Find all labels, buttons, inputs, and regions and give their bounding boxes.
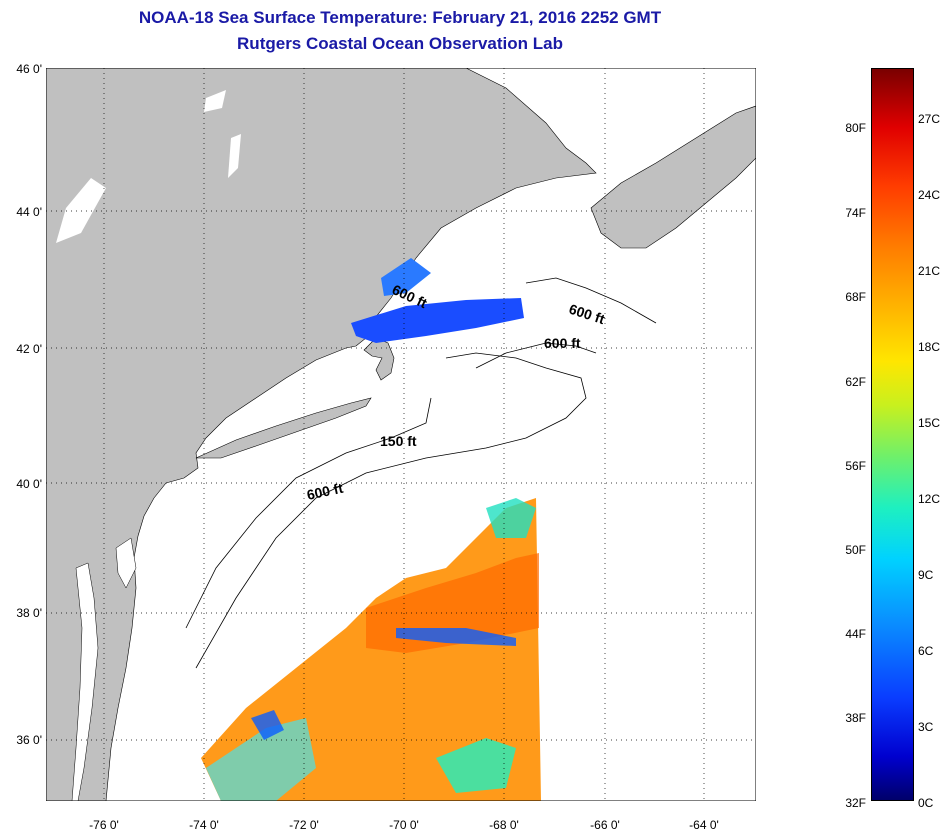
- lat-label: 38 0': [16, 606, 42, 620]
- colorbar-label-c: 12C: [918, 492, 941, 506]
- colorbar-label-f: 62F: [845, 375, 866, 389]
- colorbar-label-f: 38F: [845, 711, 866, 725]
- colorbar-label-f: 32F: [845, 796, 866, 810]
- sst-patch-south-cool: [486, 498, 536, 538]
- colorbar-label-c: 0C: [918, 796, 934, 810]
- contour-150ft: [185, 397, 432, 629]
- sst-patch-south-cool: [206, 718, 316, 801]
- lon-label: -64 0': [689, 818, 719, 832]
- lon-label: -66 0': [590, 818, 620, 832]
- lat-label: 36 0': [16, 733, 42, 747]
- colorbar-label-c: 21C: [918, 264, 941, 278]
- lon-label: -72 0': [289, 818, 319, 832]
- colorbar-label-c: 9C: [918, 568, 934, 582]
- colorbar-label-f: 44F: [845, 627, 866, 641]
- lon-label: -68 0': [489, 818, 519, 832]
- lat-label: 44 0': [16, 205, 42, 219]
- contour-600ft: [195, 352, 587, 669]
- land-lake: [56, 178, 106, 243]
- colorbar-label-c: 3C: [918, 720, 934, 734]
- contour-label: 150 ft: [380, 433, 417, 449]
- land-lake: [204, 90, 226, 112]
- sst-patch-south-cool: [396, 628, 516, 646]
- colorbar-label-f: 68F: [845, 290, 866, 304]
- map-subtitle: Rutgers Coastal Ocean Observation Lab: [237, 34, 563, 53]
- sst-patch-south-cool: [436, 738, 516, 793]
- lon-label: -76 0': [89, 818, 119, 832]
- land-long-island: [195, 397, 372, 459]
- water-delaware-bay: [115, 537, 137, 589]
- colorbar-label-f: 50F: [845, 543, 866, 557]
- lat-label: 40 0': [16, 477, 42, 491]
- sst-map: 600 ft 600 ft 600 ft 150 ft 600 ft: [46, 68, 756, 801]
- lat-label: 46 0': [16, 62, 42, 76]
- lon-label: -74 0': [189, 818, 219, 832]
- graticule: [46, 68, 756, 801]
- contour-600ft-banks: [475, 342, 597, 369]
- contour-600ft-gulf: [525, 277, 657, 324]
- lon-label: -70 0': [389, 818, 419, 832]
- colorbar-label-f: 74F: [845, 206, 866, 220]
- water-chesapeake-bay: [71, 562, 99, 801]
- temperature-colorbar: [871, 68, 914, 801]
- land-mainland: [46, 68, 597, 801]
- land-nova-scotia: [590, 105, 756, 249]
- colorbar-label-f: 56F: [845, 459, 866, 473]
- sst-patch-south-cool: [251, 710, 284, 740]
- contour-label: 600 ft: [305, 480, 344, 503]
- land-lake: [228, 134, 241, 178]
- colorbar-label-c: 27C: [918, 112, 941, 126]
- sst-patch-gulf-of-maine: [381, 258, 431, 296]
- colorbar-label-c: 24C: [918, 188, 941, 202]
- colorbar-label-c: 15C: [918, 416, 941, 430]
- colorbar-label-f: 80F: [845, 121, 866, 135]
- colorbar-label-c: 18C: [918, 340, 941, 354]
- contour-label: 600 ft: [544, 335, 581, 351]
- lat-label: 42 0': [16, 342, 42, 356]
- sst-patch-gulf-of-maine: [351, 298, 524, 343]
- colorbar-label-c: 6C: [918, 644, 934, 658]
- map-title: NOAA-18 Sea Surface Temperature: Februar…: [138, 8, 662, 27]
